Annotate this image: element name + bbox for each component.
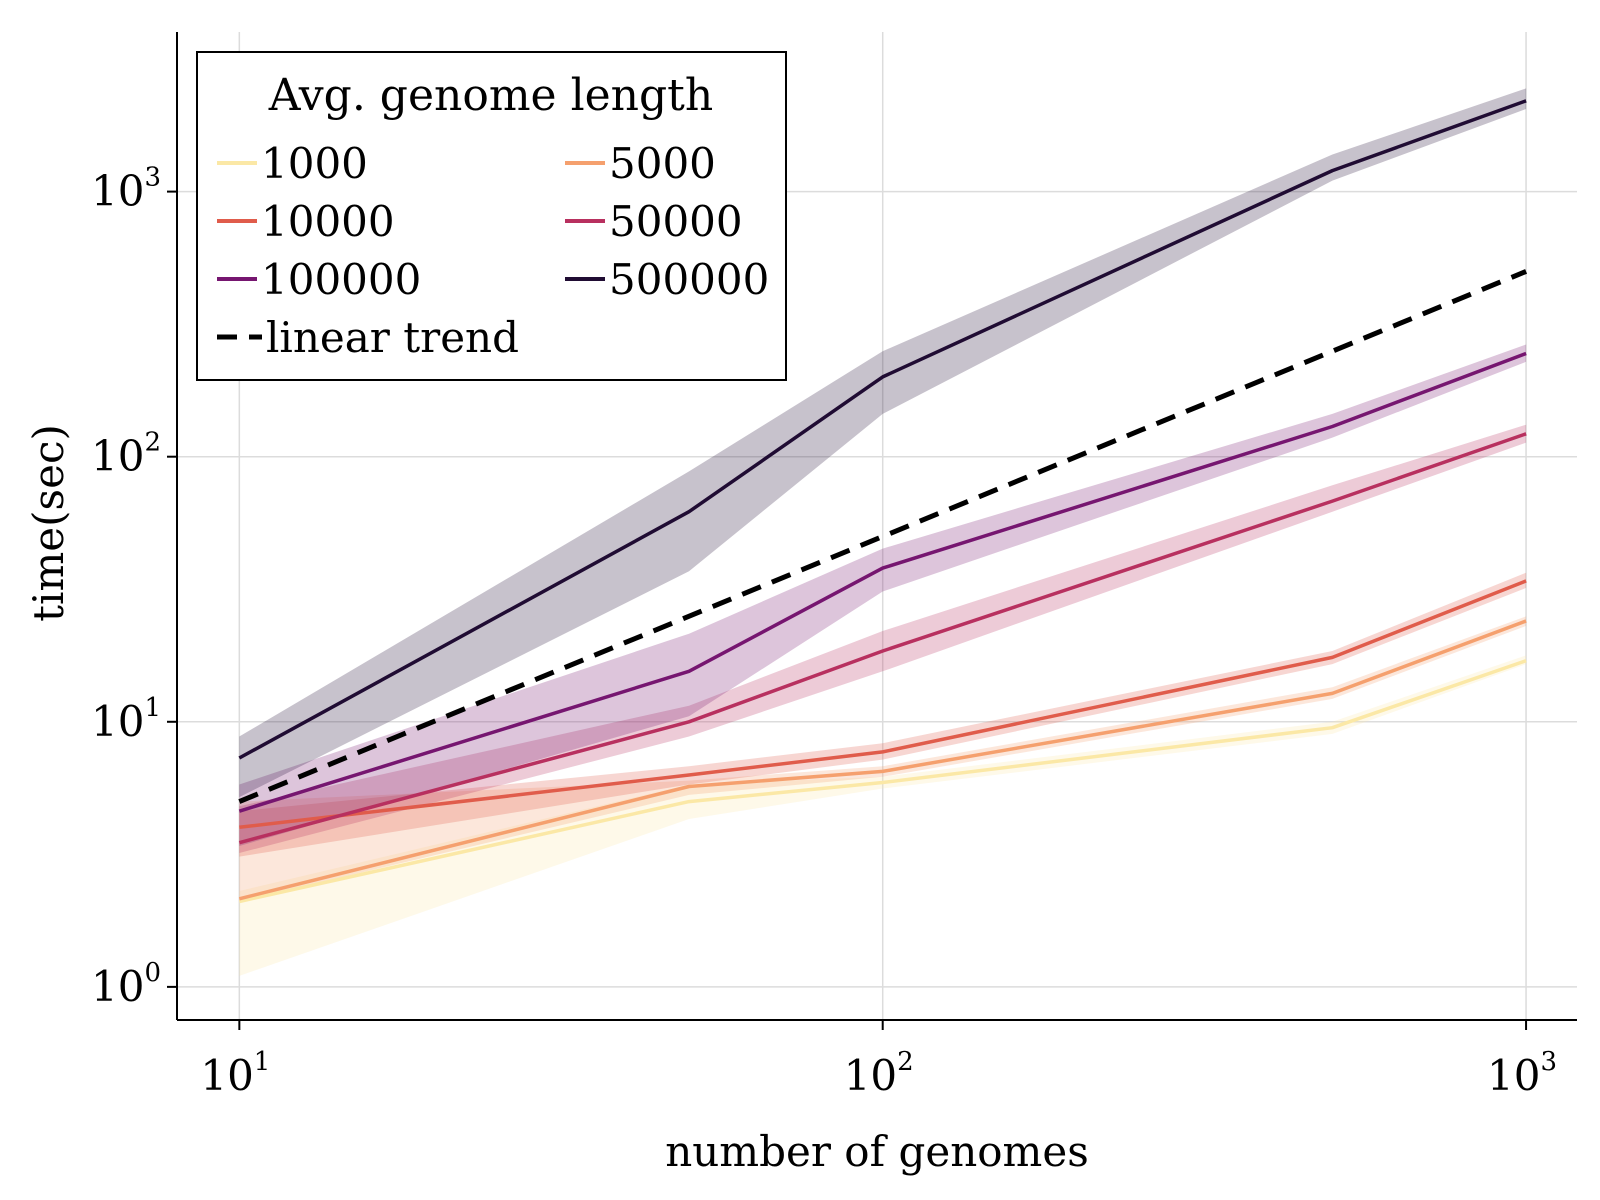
series-line-5000 xyxy=(238,619,1527,901)
legend-label-50000: 50000 xyxy=(609,197,743,246)
y-tick-label: 102 xyxy=(91,428,161,481)
legend-label-100000: 100000 xyxy=(261,255,421,304)
y-ticks: 100 101 102 103 xyxy=(91,163,177,1011)
legend-label-5000: 5000 xyxy=(609,139,716,188)
legend-label-10000: 10000 xyxy=(261,197,395,246)
x-tick-label: 101 xyxy=(200,1047,270,1100)
legend-label-500000: 500000 xyxy=(609,255,769,304)
axes xyxy=(176,32,1577,1021)
confidence-bands xyxy=(239,88,1527,976)
legend-label-1000: 1000 xyxy=(261,139,368,188)
x-tick-label: 102 xyxy=(844,1047,914,1100)
x-axis-title: number of genomes xyxy=(665,1127,1089,1176)
series-lines xyxy=(238,99,1528,904)
series-line-500000 xyxy=(238,99,1527,760)
y-tick-label: 100 xyxy=(91,958,161,1011)
y-axis-title: time(sec) xyxy=(24,424,73,622)
series-line-10000 xyxy=(239,579,1527,830)
band-500000 xyxy=(239,88,1527,798)
x-ticks: 101 102 103 xyxy=(200,1020,1557,1100)
y-tick-label: 103 xyxy=(91,163,161,216)
y-tick-label: 101 xyxy=(91,693,161,746)
series-line-100000 xyxy=(238,351,1527,813)
series-line-1000 xyxy=(238,659,1527,904)
legend-items: 1000 5000 10000 50000 100000 500000 linear tre… xyxy=(217,139,769,362)
band-10000 xyxy=(239,572,1527,857)
x-tick-label: 103 xyxy=(1487,1047,1557,1100)
legend-box xyxy=(196,51,787,381)
series-line-50000 xyxy=(238,432,1527,845)
band-50000 xyxy=(239,424,1527,853)
legend-title: Avg. genome length xyxy=(268,70,713,121)
legend-label-trend: linear trend xyxy=(266,313,519,362)
band-100000 xyxy=(239,344,1527,846)
trend-line xyxy=(238,269,1528,804)
